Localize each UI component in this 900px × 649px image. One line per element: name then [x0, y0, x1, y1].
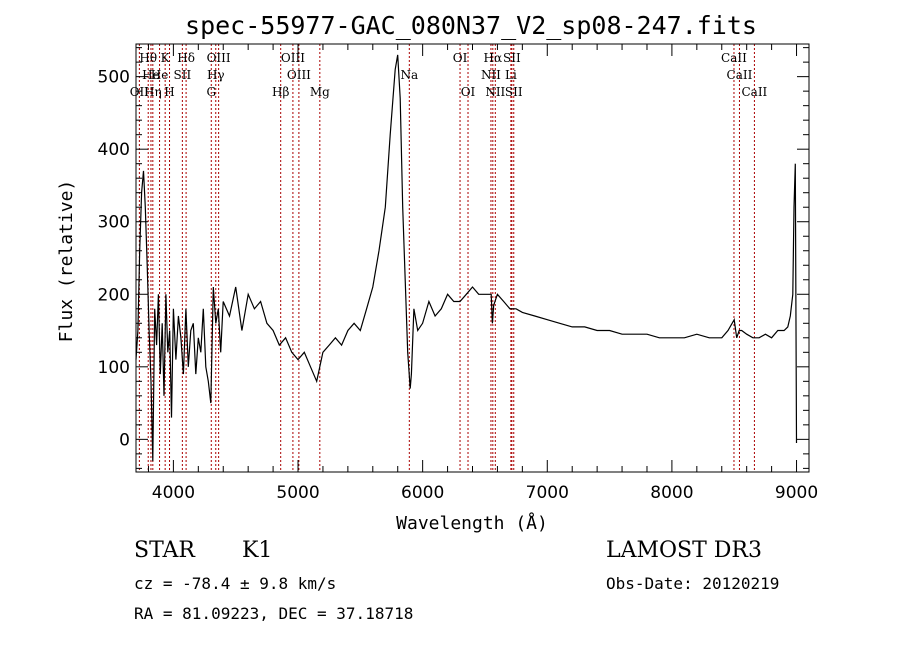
- line-marker-label: OII: [130, 85, 150, 99]
- y-axis: 0 100 200 300 400 500: [98, 47, 809, 469]
- line-marker-label: SII: [503, 51, 521, 65]
- line-marker-label: He: [142, 68, 160, 82]
- line-marker-label: SII: [174, 68, 192, 82]
- x-tick-label: 4000: [152, 483, 195, 503]
- line-marker-label: He: [151, 68, 169, 82]
- x-tick-label: 9000: [775, 483, 818, 503]
- line-marker-label: OIII: [281, 51, 305, 65]
- line-marker-label: SII: [505, 85, 523, 99]
- line-marker-label: Hα: [484, 51, 503, 65]
- x-tick-label: 8000: [650, 483, 693, 503]
- spectrum-line: [135, 54, 798, 462]
- y-tick-label: 0: [119, 430, 130, 450]
- y-axis-title: Flux (relative): [56, 180, 77, 343]
- plot-frame: [135, 43, 810, 473]
- spectrum-plot: spec-55977-GAC_080N37_V2_sp08-247.fits H…: [56, 11, 818, 534]
- line-marker-label: CaII: [741, 85, 767, 99]
- line-marker-label: Li: [505, 68, 517, 82]
- chart-title: spec-55977-GAC_080N37_V2_sp08-247.fits: [185, 11, 757, 40]
- emission-line-markers: [138, 44, 755, 472]
- y-tick-label: 100: [98, 358, 130, 378]
- line-marker-label: Hδ: [177, 51, 195, 65]
- line-marker-label: OI: [461, 85, 476, 99]
- x-axis: 4000 5000 6000 7000 8000 9000: [147, 44, 818, 503]
- line-marker-label: Hη: [144, 85, 162, 99]
- redshift-text: cz = -78.4 ± 9.8 km/s: [134, 574, 337, 593]
- line-marker-label: G: [206, 85, 216, 99]
- x-tick-label: 6000: [401, 483, 444, 503]
- line-marker-label: Na: [400, 68, 418, 82]
- line-marker-label: Mg: [310, 85, 330, 99]
- line-marker-label: Hγ: [207, 68, 225, 82]
- line-marker-label: OIII: [287, 68, 311, 82]
- line-marker-label: CaII: [727, 68, 753, 82]
- line-marker-label: NII: [481, 68, 501, 82]
- x-axis-title: Wavelength (Å): [396, 512, 548, 534]
- coordinates-text: RA = 81.09223, DEC = 37.18718: [134, 604, 414, 623]
- line-marker-label: H: [164, 85, 174, 99]
- line-marker-label: OI: [453, 51, 468, 65]
- line-marker-label: K: [161, 51, 171, 65]
- x-tick-label: 7000: [526, 483, 569, 503]
- line-marker-label: CaII: [721, 51, 747, 65]
- line-marker-label: Hβ: [272, 85, 289, 99]
- y-tick-label: 500: [98, 68, 130, 88]
- observation-date: Obs-Date: 20120219: [606, 574, 780, 593]
- line-marker-label: Hθ: [139, 51, 157, 65]
- survey-name: LAMOST DR3: [606, 538, 762, 563]
- y-tick-label: 400: [98, 140, 130, 160]
- x-tick-label: 5000: [276, 483, 319, 503]
- y-tick-label: 300: [98, 213, 130, 233]
- line-marker-label: OIII: [207, 51, 231, 65]
- object-subclass: K1: [242, 538, 273, 563]
- y-tick-label: 200: [98, 285, 130, 305]
- object-type: STAR: [134, 538, 195, 563]
- line-marker-label: NII: [485, 85, 505, 99]
